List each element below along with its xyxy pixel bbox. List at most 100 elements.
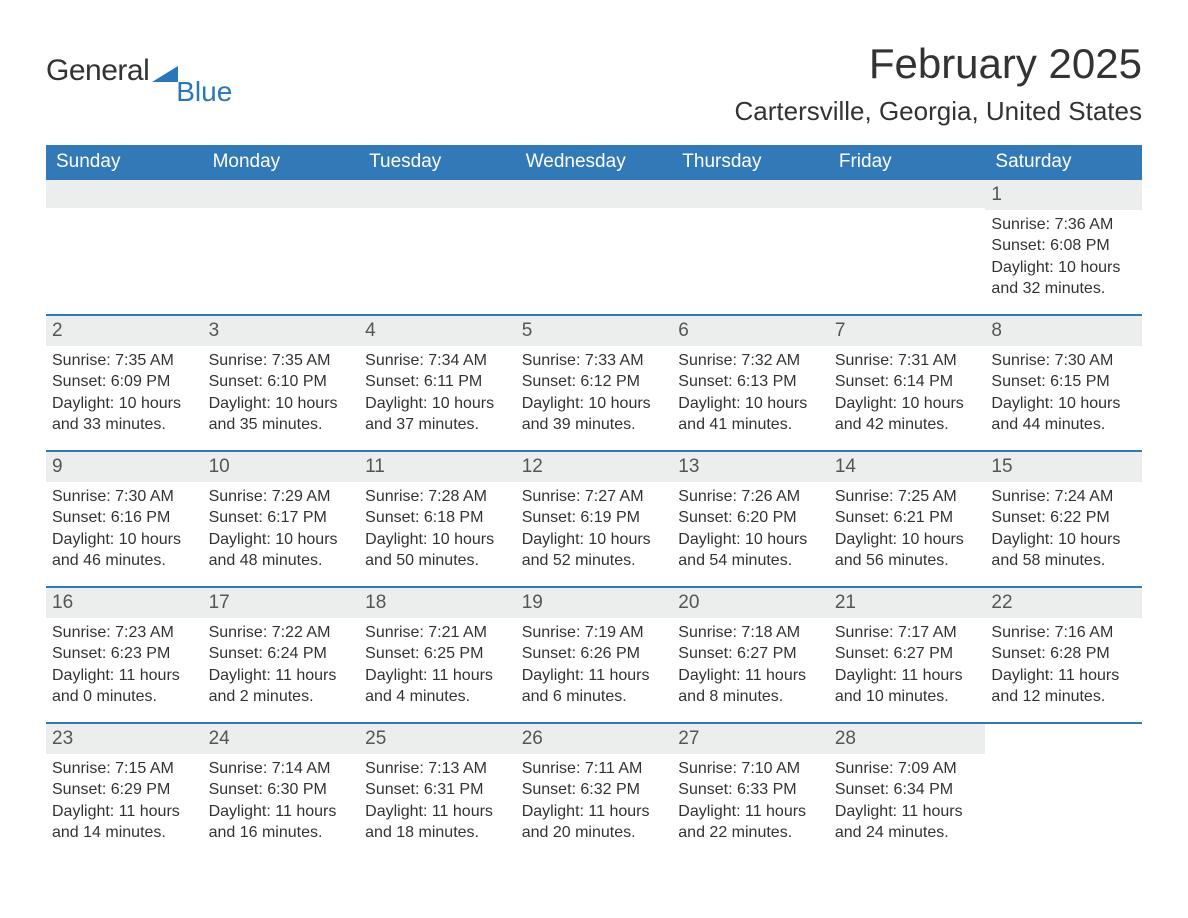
day-cell: 20Sunrise: 7:18 AMSunset: 6:27 PMDayligh…: [672, 588, 829, 722]
daylight-line: Daylight: 11 hours and 22 minutes.: [678, 801, 823, 844]
day-number: [516, 180, 673, 208]
day-number: 9: [46, 452, 203, 482]
day-cell: 21Sunrise: 7:17 AMSunset: 6:27 PMDayligh…: [829, 588, 986, 722]
day-content: Sunrise: 7:26 AMSunset: 6:20 PMDaylight:…: [678, 486, 823, 572]
day-number: [46, 180, 203, 208]
sunrise-line: Sunrise: 7:27 AM: [522, 486, 667, 508]
weekday-header: Thursday: [672, 145, 829, 180]
sunrise-line: Sunrise: 7:26 AM: [678, 486, 823, 508]
daylight-line: Daylight: 10 hours and 35 minutes.: [209, 393, 354, 436]
day-content: Sunrise: 7:10 AMSunset: 6:33 PMDaylight:…: [678, 758, 823, 844]
sunset-line: Sunset: 6:33 PM: [678, 779, 823, 801]
day-content: Sunrise: 7:09 AMSunset: 6:34 PMDaylight:…: [835, 758, 980, 844]
sunrise-line: Sunrise: 7:11 AM: [522, 758, 667, 780]
day-cell: 26 Sunrise: 7:11 AMSunset: 6:32 PMDayligh…: [516, 724, 673, 858]
sunrise-line: Sunrise: 7:24 AM: [991, 486, 1136, 508]
day-number: 13: [672, 452, 829, 482]
daylight-line: Daylight: 11 hours and 16 minutes.: [209, 801, 354, 844]
daylight-line: Daylight: 10 hours and 44 minutes.: [991, 393, 1136, 436]
sunset-line: Sunset: 6:22 PM: [991, 507, 1136, 529]
day-cell: 13 Sunrise: 7:26 AMSunset: 6:20 PMDayligh…: [672, 452, 829, 586]
sunset-line: Sunset: 6:29 PM: [52, 779, 197, 801]
daylight-line: Daylight: 10 hours and 48 minutes.: [209, 529, 354, 572]
day-content: Sunrise: 7:22 AMSunset: 6:24 PMDaylight:…: [209, 622, 354, 708]
day-content: Sunrise: 7:36 AMSunset: 6:08 PMDaylight:…: [991, 214, 1136, 300]
month-title: February 2025: [734, 40, 1142, 88]
sunrise-line: Sunrise: 7:30 AM: [991, 350, 1136, 372]
day-content: Sunrise: 7:30 AMSunset: 6:15 PMDaylight:…: [991, 350, 1136, 436]
day-content: Sunrise: 7:34 AMSunset: 6:11 PMDaylight:…: [365, 350, 510, 436]
week-row: 1Sunrise: 7:36 AMSunset: 6:08 PMDaylight…: [46, 180, 1142, 314]
day-number: 15: [985, 452, 1142, 482]
sunset-line: Sunset: 6:13 PM: [678, 371, 823, 393]
day-cell: 10Sunrise: 7:29 AMSunset: 6:17 PMDayligh…: [203, 452, 360, 586]
day-cell: [516, 180, 673, 314]
day-content: Sunrise: 7:28 AMSunset: 6:18 PMDaylight:…: [365, 486, 510, 572]
daylight-line: Daylight: 10 hours and 56 minutes.: [835, 529, 980, 572]
day-cell: 6Sunrise: 7:32 AMSunset: 6:13 PMDaylight…: [672, 316, 829, 450]
day-number: 23: [46, 724, 203, 754]
sunset-line: Sunset: 6:34 PM: [835, 779, 980, 801]
day-number: 4: [359, 316, 516, 346]
sunset-line: Sunset: 6:26 PM: [522, 643, 667, 665]
daylight-line: Daylight: 10 hours and 54 minutes.: [678, 529, 823, 572]
day-cell: 14Sunrise: 7:25 AMSunset: 6:21 PMDayligh…: [829, 452, 986, 586]
daylight-line: Daylight: 10 hours and 32 minutes.: [991, 257, 1136, 300]
day-cell: [46, 180, 203, 314]
day-cell: 17Sunrise: 7:22 AMSunset: 6:24 PMDayligh…: [203, 588, 360, 722]
day-number: 25: [359, 724, 516, 754]
daylight-line: Daylight: 10 hours and 39 minutes.: [522, 393, 667, 436]
sunset-line: Sunset: 6:09 PM: [52, 371, 197, 393]
sunset-line: Sunset: 6:10 PM: [209, 371, 354, 393]
day-number: 2: [46, 316, 203, 346]
day-cell: 1Sunrise: 7:36 AMSunset: 6:08 PMDaylight…: [985, 180, 1142, 314]
day-number: 10: [203, 452, 360, 482]
day-number: 3: [203, 316, 360, 346]
day-content: Sunrise: 7:30 AMSunset: 6:16 PMDaylight:…: [52, 486, 197, 572]
sunset-line: Sunset: 6:18 PM: [365, 507, 510, 529]
week-row: 23Sunrise: 7:15 AMSunset: 6:29 PMDayligh…: [46, 722, 1142, 858]
daylight-line: Daylight: 11 hours and 4 minutes.: [365, 665, 510, 708]
day-cell: 19Sunrise: 7:19 AMSunset: 6:26 PMDayligh…: [516, 588, 673, 722]
sunrise-line: Sunrise: 7:33 AM: [522, 350, 667, 372]
daylight-line: Daylight: 10 hours and 46 minutes.: [52, 529, 197, 572]
day-number: [829, 180, 986, 208]
daylight-line: Daylight: 10 hours and 50 minutes.: [365, 529, 510, 572]
weekday-header: Tuesday: [359, 145, 516, 180]
sunset-line: Sunset: 6:11 PM: [365, 371, 510, 393]
day-number: 26: [516, 724, 673, 754]
day-number: 7: [829, 316, 986, 346]
day-cell: [985, 724, 1142, 858]
sunrise-line: Sunrise: 7:16 AM: [991, 622, 1136, 644]
day-number: 24: [203, 724, 360, 754]
day-cell: 27Sunrise: 7:10 AMSunset: 6:33 PMDayligh…: [672, 724, 829, 858]
sunset-line: Sunset: 6:08 PM: [991, 235, 1136, 257]
day-cell: 24 Sunrise: 7:14 AMSunset: 6:30 PMDayligh…: [203, 724, 360, 858]
daylight-line: Daylight: 11 hours and 24 minutes.: [835, 801, 980, 844]
sunrise-line: Sunrise: 7:36 AM: [991, 214, 1136, 236]
day-cell: 3Sunrise: 7:35 AMSunset: 6:10 PMDaylight…: [203, 316, 360, 450]
weekday-header: Friday: [829, 145, 986, 180]
weekday-header: Sunday: [46, 145, 203, 180]
day-content: Sunrise: 7:16 AMSunset: 6:28 PMDaylight:…: [991, 622, 1136, 708]
day-cell: 18Sunrise: 7:21 AMSunset: 6:25 PMDayligh…: [359, 588, 516, 722]
day-content: Sunrise: 7:14 AMSunset: 6:30 PMDaylight:…: [209, 758, 354, 844]
day-cell: [829, 180, 986, 314]
sunset-line: Sunset: 6:19 PM: [522, 507, 667, 529]
day-number: 8: [985, 316, 1142, 346]
sunset-line: Sunset: 6:20 PM: [678, 507, 823, 529]
day-cell: 22Sunrise: 7:16 AMSunset: 6:28 PMDayligh…: [985, 588, 1142, 722]
daylight-line: Daylight: 11 hours and 14 minutes.: [52, 801, 197, 844]
sunset-line: Sunset: 6:17 PM: [209, 507, 354, 529]
daylight-line: Daylight: 11 hours and 8 minutes.: [678, 665, 823, 708]
sunrise-line: Sunrise: 7:28 AM: [365, 486, 510, 508]
day-content: Sunrise: 7:11 AMSunset: 6:32 PMDaylight:…: [522, 758, 667, 844]
day-cell: [359, 180, 516, 314]
sunrise-line: Sunrise: 7:14 AM: [209, 758, 354, 780]
daylight-line: Daylight: 11 hours and 0 minutes.: [52, 665, 197, 708]
daylight-line: Daylight: 10 hours and 33 minutes.: [52, 393, 197, 436]
sunrise-line: Sunrise: 7:09 AM: [835, 758, 980, 780]
day-number: 21: [829, 588, 986, 618]
sunset-line: Sunset: 6:28 PM: [991, 643, 1136, 665]
weekday-header: Saturday: [985, 145, 1142, 180]
